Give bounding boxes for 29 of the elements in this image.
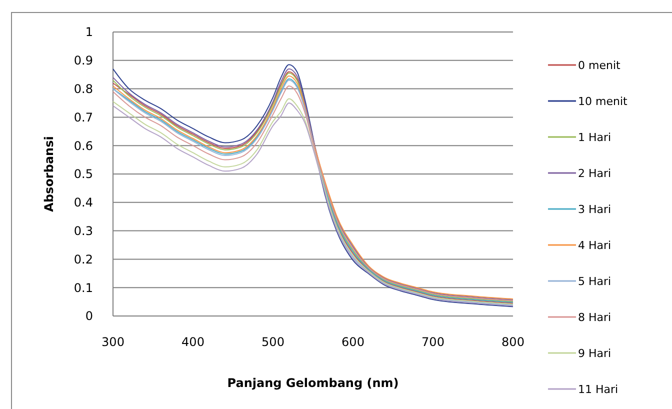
legend-label: 0 menit [578, 58, 622, 72]
legend-label: 1 Hari [578, 130, 612, 144]
y-tick-label: 0.1 [74, 280, 93, 295]
x-tick-label: 800 [502, 335, 524, 349]
y-tick-label: 0.3 [74, 224, 93, 238]
y-tick-label: 0.7 [74, 110, 93, 124]
legend-label: 2 Hari [578, 166, 612, 180]
legend-label: 4 Hari [578, 238, 612, 252]
legend-label: 11 Hari [578, 382, 618, 396]
legend-label: 5 Hari [578, 274, 612, 288]
y-tick-label: 0.2 [74, 252, 93, 266]
x-tick-label: 300 [102, 335, 124, 349]
x-tick-label: 500 [262, 335, 284, 349]
y-tick-label: 0.8 [74, 82, 93, 96]
y-tick-label: 1 [85, 25, 93, 40]
x-axis-title: Panjang Gelombang (nm) [227, 376, 399, 390]
legend-label: 10 menit [578, 94, 628, 108]
y-tick-label: 0.9 [74, 54, 93, 68]
x-tick-label: 600 [342, 335, 364, 349]
y-tick-label: 0.4 [74, 196, 93, 210]
y-axis-title: Absorbansi [42, 136, 56, 212]
x-tick-label: 700 [422, 335, 444, 349]
legend-label: 3 Hari [578, 202, 612, 216]
x-tick-label: 400 [182, 335, 204, 349]
legend-label: 9 Hari [578, 346, 612, 360]
y-tick-label: 0.5 [74, 167, 93, 182]
y-tick-label: 0 [85, 309, 93, 324]
legend-label: 8 Hari [578, 310, 612, 324]
y-tick-label: 0.6 [74, 138, 93, 153]
